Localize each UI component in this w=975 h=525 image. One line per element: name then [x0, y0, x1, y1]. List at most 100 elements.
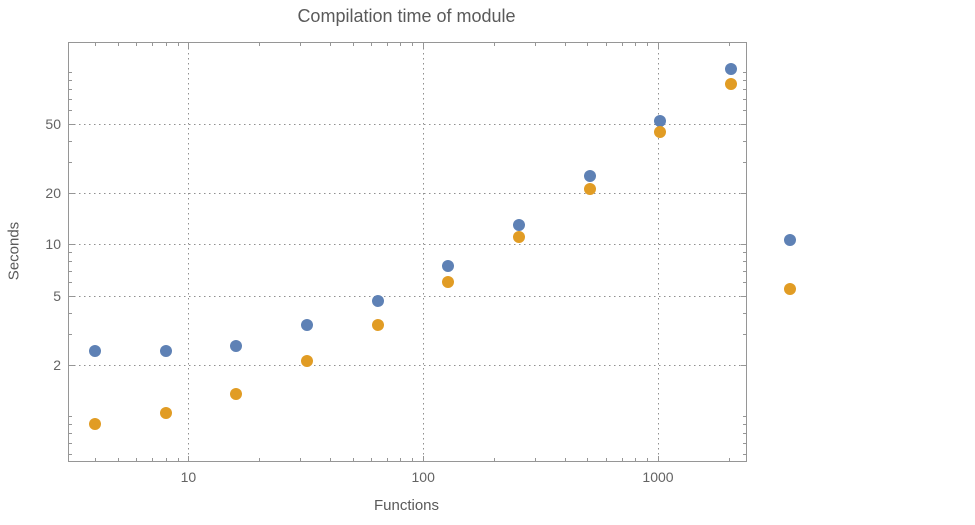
y-minor-tick-mirror [743, 162, 746, 164]
y-tick-label: 50 [45, 116, 61, 133]
y-minor-tick [69, 282, 72, 284]
y-gridline [69, 192, 746, 194]
x-tick-mirror [658, 43, 659, 48]
x-minor-tick-mirror [728, 43, 730, 46]
y-minor-tick [69, 72, 72, 74]
x-tick [423, 456, 425, 461]
y-minor-tick [69, 433, 72, 434]
x-minor-tick [117, 458, 119, 461]
y-minor-tick-mirror [743, 312, 746, 314]
data-point-series-1 [513, 218, 526, 231]
x-minor-tick-mirror [177, 43, 179, 46]
y-minor-tick-mirror [743, 334, 746, 336]
data-point-series-2 [583, 182, 596, 195]
legend-marker-series-1 [784, 234, 796, 246]
y-minor-tick-mirror [743, 80, 746, 82]
y-minor-tick-mirror [743, 88, 746, 90]
x-minor-tick-mirror [647, 43, 649, 46]
x-tick-label: 1000 [642, 469, 674, 485]
x-gridline [658, 43, 659, 461]
y-minor-tick [69, 416, 72, 418]
y-minor-tick [69, 140, 72, 142]
y-gridline [69, 124, 746, 126]
x-minor-tick [535, 458, 537, 461]
y-minor-tick-mirror [743, 282, 746, 284]
x-minor-tick [587, 458, 589, 461]
data-point-series-2 [513, 231, 526, 244]
data-point-series-2 [371, 318, 384, 331]
y-minor-tick-mirror [743, 98, 746, 100]
y-tick-label: 10 [45, 236, 61, 253]
x-minor-tick [165, 458, 167, 461]
x-minor-tick-mirror [587, 43, 589, 46]
data-point-series-1 [371, 294, 384, 307]
y-tick-mirror [741, 296, 746, 298]
x-minor-tick-mirror [329, 43, 331, 46]
x-tick-label: 100 [411, 469, 435, 485]
data-point-series-2 [88, 418, 101, 431]
y-tick-mirror [741, 364, 746, 366]
x-minor-tick-mirror [621, 43, 623, 46]
legend-marker-series-2 [784, 283, 796, 295]
x-tick-mirror [423, 43, 425, 48]
plot-area: 10 100 1000 2 5 10 20 50 [45, 42, 747, 485]
x-minor-tick-mirror [605, 43, 607, 46]
x-minor-tick [564, 458, 566, 461]
x-minor-tick-mirror [300, 43, 302, 46]
x-gridline [188, 43, 190, 461]
x-minor-tick-mirror [493, 43, 495, 46]
x-tick-label: 10 [180, 469, 197, 485]
data-point-series-1 [159, 344, 172, 357]
y-gridline [69, 364, 746, 366]
x-minor-tick-mirror [259, 43, 261, 46]
x-minor-tick [647, 458, 649, 461]
y-minor-tick-mirror [743, 252, 746, 254]
x-minor-tick-mirror [94, 43, 96, 46]
x-minor-tick-mirror [117, 43, 119, 46]
y-minor-tick-mirror [743, 260, 746, 262]
x-gridline [423, 43, 425, 461]
y-minor-tick [69, 312, 72, 314]
x-minor-tick-mirror [564, 43, 566, 46]
x-minor-tick [259, 458, 261, 461]
x-minor-tick-mirror [635, 43, 637, 46]
y-tick-mirror [741, 124, 746, 126]
y-tick [69, 364, 74, 366]
y-tick [69, 296, 74, 298]
y-minor-tick [69, 442, 72, 444]
x-minor-tick-mirror [386, 43, 388, 46]
y-gridline [69, 296, 746, 298]
data-point-series-2 [442, 276, 455, 289]
x-minor-tick-mirror [136, 43, 138, 46]
y-minor-tick [69, 98, 72, 100]
y-minor-tick [69, 334, 72, 336]
x-minor-tick [177, 458, 179, 461]
x-minor-tick-mirror [400, 43, 402, 46]
x-minor-tick [152, 458, 154, 461]
y-minor-tick-mirror [743, 270, 746, 272]
y-tick-label: 2 [53, 356, 61, 373]
y-minor-tick-mirror [743, 454, 746, 456]
x-tick [188, 456, 190, 461]
y-axis-label: Seconds [5, 221, 23, 281]
y-tick-mirror [741, 192, 746, 194]
x-minor-tick-mirror [165, 43, 167, 46]
x-minor-tick [400, 458, 402, 461]
y-minor-tick [69, 260, 72, 262]
y-minor-tick [69, 162, 72, 164]
x-minor-tick [94, 458, 96, 461]
data-point-series-2 [654, 125, 667, 138]
x-minor-tick [136, 458, 138, 461]
y-minor-tick-mirror [743, 110, 746, 112]
y-minor-tick-mirror [743, 424, 746, 426]
y-tick [69, 124, 74, 126]
x-minor-tick [412, 458, 414, 461]
y-minor-tick [69, 252, 72, 254]
x-minor-tick [493, 458, 495, 461]
data-point-series-2 [301, 354, 314, 367]
x-tick-mirror [188, 43, 190, 48]
x-minor-tick [300, 458, 302, 461]
data-point-series-1 [88, 344, 101, 357]
data-point-series-1 [654, 115, 667, 128]
